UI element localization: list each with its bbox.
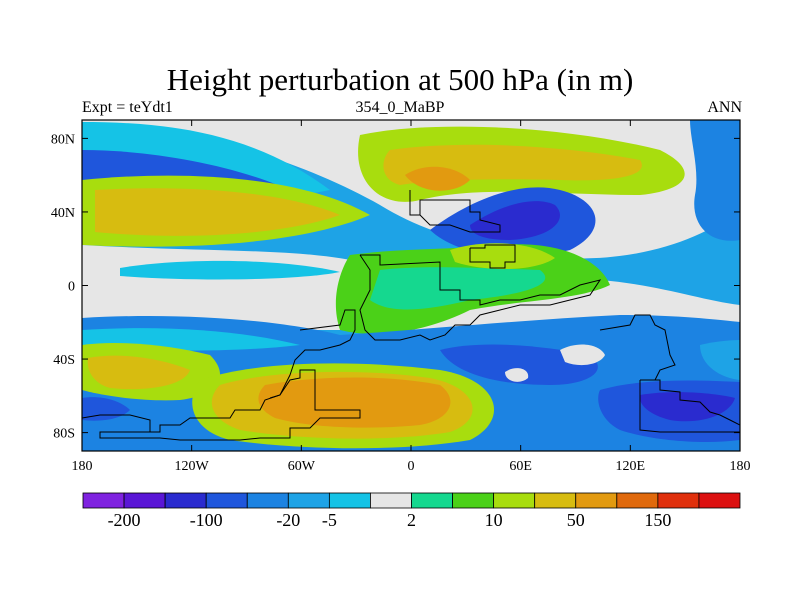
colorbar-swatch [123, 492, 166, 509]
antarctica-outline [99, 369, 361, 441]
south-america-outline [269, 309, 356, 399]
experiment-label: Expt = teYdt1 [82, 99, 173, 116]
south-indian-grey [560, 344, 605, 366]
lat-tick-label: 80N [51, 132, 75, 147]
lon-tick-label: 60W [288, 459, 316, 474]
antarctic-negative-core [639, 392, 735, 422]
lon-tick-label: 120E [616, 459, 646, 474]
colorbar-swatch [164, 492, 207, 509]
colorbar-label: -20 [276, 510, 300, 530]
colorbar-swatch [328, 492, 371, 509]
coastlines [82, 190, 740, 441]
colorbar-label: -200 [108, 510, 141, 530]
north-continent-outline [409, 190, 501, 233]
height-field [82, 120, 740, 451]
south-pacific-positive-core [87, 355, 190, 390]
africa-yellow [450, 243, 555, 270]
axis-ticks [81, 120, 741, 451]
north-positive-core [95, 188, 340, 236]
lon-tick-label: 60E [509, 459, 532, 474]
pacific-negative-right [690, 120, 740, 241]
colorbar-label: 2 [407, 510, 416, 530]
colorbar-swatch [246, 492, 289, 509]
lat-tick-label: 0 [68, 280, 75, 295]
colorbar-swatch [698, 492, 741, 509]
axis-tick-labels: 180 120W 60W 0 60E 120E 180 80N 40N 0 40S 80S [51, 132, 751, 474]
lat-tick-label: 80S [53, 427, 75, 442]
asia-outline [469, 244, 516, 269]
lon-tick-label: 180 [72, 459, 93, 474]
colorbar-label: 10 [485, 510, 503, 530]
lat-tick-label: 40N [51, 206, 75, 221]
australia-outline [599, 314, 676, 381]
lon-tick-label: 0 [408, 459, 415, 474]
colorbar-swatch [616, 492, 659, 509]
south-right-cyan [700, 340, 740, 380]
colorbar-swatch [452, 492, 495, 509]
map-title: Height perturbation at 500 hPa (in m) [166, 62, 634, 97]
south-atlantic-orange [258, 377, 451, 428]
colorbar [82, 492, 741, 509]
asia-negative-core [470, 201, 560, 240]
south-indian-grey-2 [505, 368, 529, 382]
colorbar-label: -100 [190, 510, 223, 530]
colorbar-swatch [493, 492, 536, 509]
south-indian-negative [440, 344, 598, 385]
antarctica-peninsula-outline [82, 414, 151, 432]
season-label: ANN [707, 99, 742, 116]
colorbar-label: -5 [322, 510, 337, 530]
lon-tick-label: 120W [175, 459, 210, 474]
arctic-orange [405, 166, 470, 191]
antarctica-east-outline [639, 379, 740, 433]
colorbar-label: 50 [567, 510, 585, 530]
africa-outline [359, 254, 602, 341]
time-label: 354_0_MaBP [355, 99, 445, 116]
colorbar-label: 150 [644, 510, 671, 530]
colorbar-swatch [82, 492, 125, 509]
colorbar-swatch [205, 492, 248, 509]
tropical-cyan-left [120, 260, 340, 280]
africa-lightgreen [370, 267, 546, 310]
colorbar-swatch [411, 492, 453, 509]
colorbar-swatch [370, 492, 412, 509]
colorbar-swatch [575, 492, 618, 509]
lat-tick-label: 40S [53, 353, 75, 368]
colorbar-labels: -200 -100 -20 -5 2 10 50 150 [108, 510, 672, 530]
lon-tick-label: 180 [730, 459, 751, 474]
colorbar-swatch [287, 492, 330, 509]
colorbar-swatch [657, 492, 700, 509]
colorbar-swatch [534, 492, 577, 509]
